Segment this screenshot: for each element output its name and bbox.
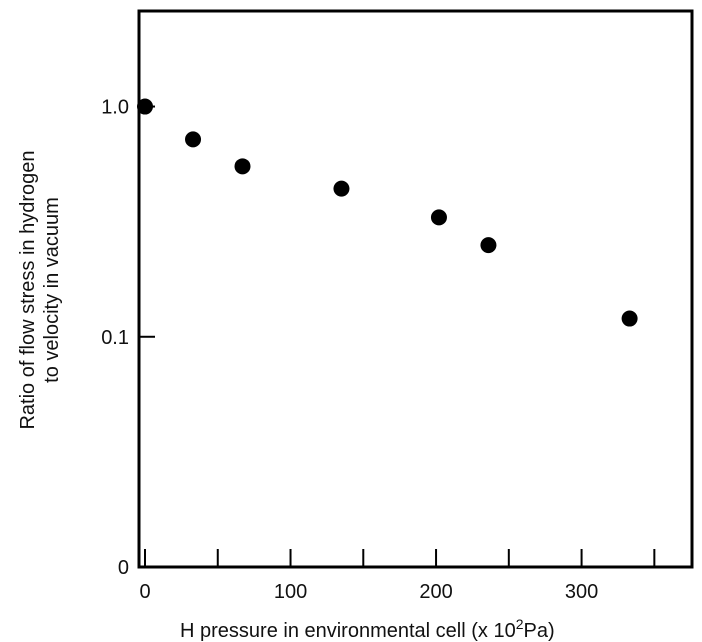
plot-frame — [137, 9, 694, 569]
data-point-4 — [333, 180, 350, 197]
x-tick-label-200: 200 — [419, 581, 452, 603]
x-axis-title-suffix: Pa) — [524, 620, 555, 642]
data-point-6 — [480, 237, 497, 254]
x-axis-title-superscript: 2 — [516, 616, 524, 632]
data-point-2 — [185, 131, 202, 148]
data-point-1 — [137, 98, 153, 115]
x-axis-title: H pressure in environmental cell (x 102P… — [180, 616, 555, 642]
x-tick-label-300: 300 — [565, 581, 598, 603]
data-point-3 — [234, 158, 251, 175]
y-tick-label-1.0: 1.0 — [101, 97, 129, 119]
y-tick-label-0.1: 0.1 — [101, 327, 129, 349]
x-tick-label-100: 100 — [274, 581, 307, 603]
y-axis-ticks: 1.0 0.1 0 — [101, 97, 155, 579]
data-points — [137, 98, 638, 327]
data-point-7 — [621, 310, 638, 327]
x-tick-label-0: 0 — [139, 581, 150, 603]
data-point-5 — [430, 209, 447, 226]
x-axis-title-main: H pressure in environmental cell (x 10 — [180, 620, 516, 642]
y-axis-title-line2: to velocity in vacuum — [41, 197, 63, 383]
y-tick-label-0: 0 — [118, 557, 129, 579]
y-axis-title-line1: Ratio of flow stress in hydrogen — [17, 150, 39, 429]
x-axis-ticks: 0 100 200 300 — [139, 549, 656, 603]
